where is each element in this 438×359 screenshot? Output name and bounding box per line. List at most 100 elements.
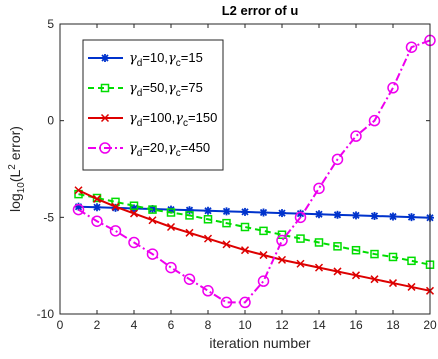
legend-gamma-c-symbol: γ xyxy=(168,51,176,66)
data-point-marker xyxy=(100,83,110,93)
data-point-marker xyxy=(370,275,379,284)
data-series-4 xyxy=(72,34,436,309)
data-point-marker xyxy=(93,203,101,212)
x-tick-label: 16 xyxy=(349,318,363,332)
legend-gamma-c-sub: c xyxy=(176,88,181,99)
y-tick-label: 0 xyxy=(47,114,54,128)
data-point-marker xyxy=(146,248,159,260)
y-tick-label: -5 xyxy=(43,210,54,224)
series-layer xyxy=(72,34,436,309)
legend-gamma-d-symbol: γ xyxy=(129,141,137,156)
data-point-marker xyxy=(278,209,286,218)
data-point-marker xyxy=(387,82,399,94)
data-point-marker xyxy=(185,211,194,220)
data-point-marker xyxy=(240,222,250,232)
data-point-marker xyxy=(109,225,122,237)
legend-gamma-c-value: =150 xyxy=(188,110,217,125)
data-point-marker xyxy=(257,275,270,287)
legend-gamma-d-value: =50, xyxy=(142,80,168,95)
legend-label: γd=100,γc=150 xyxy=(129,110,217,129)
legend-entry-3: γd=100,γc=150 xyxy=(88,110,217,129)
x-tick-label: 12 xyxy=(275,318,289,332)
legend-gamma-d-value: =100, xyxy=(142,110,175,125)
legend-gamma-c-sub: c xyxy=(176,58,181,69)
data-point-marker xyxy=(111,202,120,211)
data-point-marker xyxy=(241,207,249,216)
data-point-marker xyxy=(276,234,288,247)
legend-gamma-c-value: =450 xyxy=(181,140,210,155)
legend-gamma-d-symbol: γ xyxy=(129,111,137,126)
y-axis-label: log10(L2 error) xyxy=(7,126,27,212)
y-axis-label-log: log xyxy=(7,193,23,212)
data-point-marker xyxy=(240,246,250,255)
data-point-marker xyxy=(407,282,416,291)
data-point-marker xyxy=(239,296,251,309)
series-line xyxy=(78,189,431,292)
legend-gamma-d-value: =20, xyxy=(142,140,168,155)
legend-entry-4: γd=20,γc=450 xyxy=(88,140,210,159)
legend-gamma-c-symbol: γ xyxy=(168,81,176,96)
data-point-marker xyxy=(407,256,416,266)
y-axis-label-exponent: 2 xyxy=(7,164,18,170)
chart-title: L2 error of u xyxy=(222,3,299,18)
data-point-marker xyxy=(333,210,342,219)
legend: γd=10,γc=15γd=50,γc=75γd=100,γc=150γd=20… xyxy=(82,39,224,171)
legend-gamma-c-symbol: γ xyxy=(175,111,183,126)
legend-gamma-d-symbol: γ xyxy=(129,81,137,96)
data-point-marker xyxy=(148,205,157,214)
data-point-marker xyxy=(388,252,398,262)
data-point-marker xyxy=(296,259,305,268)
y-tick-label: -10 xyxy=(37,307,55,321)
data-point-marker xyxy=(333,267,342,276)
data-point-marker xyxy=(129,209,139,218)
data-point-marker xyxy=(165,261,177,274)
data-point-marker xyxy=(314,238,324,247)
legend-label: γd=50,γc=75 xyxy=(129,80,203,99)
data-point-marker xyxy=(352,211,360,220)
data-point-marker xyxy=(314,263,324,272)
data-point-marker xyxy=(92,194,102,203)
data-point-marker xyxy=(389,212,397,221)
legend-gamma-c-symbol: γ xyxy=(168,141,176,156)
plot-frame xyxy=(59,23,431,315)
data-point-marker xyxy=(294,211,307,224)
data-point-marker xyxy=(220,296,233,309)
legend-entry-1: γd=10,γc=15 xyxy=(88,50,203,69)
data-point-marker xyxy=(204,206,212,215)
data-point-marker xyxy=(368,114,381,127)
legend-gamma-c-sub: c xyxy=(183,118,188,129)
data-point-marker xyxy=(277,255,287,264)
data-point-marker xyxy=(259,251,268,260)
x-tick-label: 18 xyxy=(386,318,400,332)
data-point-marker xyxy=(333,242,342,251)
data-point-marker xyxy=(315,210,323,219)
y-axis-label-open: (L xyxy=(7,170,23,183)
legend-entry-2: γd=50,γc=75 xyxy=(88,80,203,99)
legend-gamma-d-sub: d xyxy=(137,118,143,129)
data-point-marker xyxy=(203,234,213,243)
legend-gamma-d-symbol: γ xyxy=(129,51,137,66)
data-point-marker xyxy=(350,130,362,142)
x-tick-label: 14 xyxy=(312,318,326,332)
legend-gamma-c-value: =15 xyxy=(181,50,203,65)
legend-gamma-d-sub: d xyxy=(137,148,143,159)
data-point-marker xyxy=(74,186,83,195)
data-point-marker xyxy=(203,215,213,224)
data-point-marker xyxy=(101,54,109,62)
data-point-marker xyxy=(388,279,398,288)
data-point-marker xyxy=(222,207,231,216)
y-tick-label: 5 xyxy=(47,17,54,31)
data-point-marker xyxy=(331,153,344,166)
data-point-marker xyxy=(405,41,418,53)
data-point-marker xyxy=(72,203,85,216)
data-point-marker xyxy=(166,208,176,217)
legend-gamma-c-sub: c xyxy=(176,148,181,159)
data-point-marker xyxy=(351,245,361,255)
x-tick-label: 2 xyxy=(94,318,101,332)
x-tick-label: 8 xyxy=(205,318,212,332)
y-axis-label-rest: error) xyxy=(7,126,23,164)
data-point-marker xyxy=(91,215,103,227)
data-series-3 xyxy=(74,186,435,295)
data-point-marker xyxy=(129,201,139,210)
data-point-marker xyxy=(370,249,379,259)
